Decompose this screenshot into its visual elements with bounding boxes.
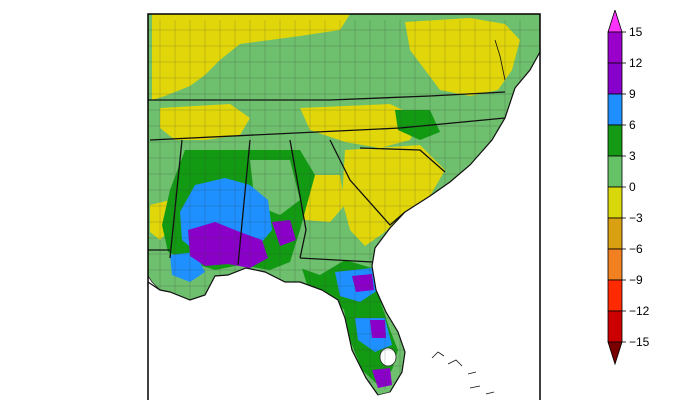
lake-okeechobee: [379, 347, 397, 367]
region-wet-3-6-nc: [395, 110, 440, 140]
scale-bin: [607, 62, 623, 95]
atlantic-ocean: [372, 52, 540, 400]
map-frame: [147, 13, 541, 400]
region-wet-9-12-ms-al: [188, 222, 268, 268]
scale-bin: [607, 93, 623, 126]
region-wet-9-12-fl-south: [372, 368, 392, 388]
scale-tick-label: 9: [629, 87, 636, 101]
scale-tick-label: −12: [629, 304, 650, 318]
gulf-of-mexico: [148, 268, 378, 400]
scale-bin: [607, 310, 623, 343]
scale-bin: [607, 186, 623, 219]
region-wet-9-12-fl-mid: [370, 320, 386, 338]
region-wet-0-3-fl-pan: [300, 236, 345, 275]
scale-tick-label: 15: [629, 25, 643, 39]
scale-bin: [607, 217, 623, 250]
scale-tick-label: 6: [629, 118, 636, 132]
region-near-normal-carolinas: [342, 145, 445, 246]
scale-tick-label: 3: [629, 149, 636, 163]
scale-tick-label: −9: [629, 273, 643, 287]
scale-bin: [607, 31, 623, 64]
scale-bin: [607, 124, 623, 157]
region-wet-9-12-al-east: [272, 220, 296, 246]
region-near-normal-va: [405, 18, 520, 96]
scale-bottom-arrow: [607, 341, 623, 366]
scale-tick-label: 12: [629, 56, 643, 70]
scale-tick-label: −6: [629, 242, 643, 256]
bahamas: [431, 351, 495, 395]
scale-tick-label: −15: [629, 335, 650, 349]
scale-tick-label: 0: [629, 180, 636, 194]
region-near-normal-north: [152, 14, 350, 100]
scale-bin: [607, 155, 623, 188]
scale-labels: 15 12 9 6 3 0 −3 −6 −9 −12 −15: [622, 25, 650, 349]
scale-top-arrow: [607, 10, 623, 33]
coastline: [147, 51, 541, 396]
scale-bins: [607, 10, 623, 366]
scale-bin: [607, 248, 623, 281]
color-scale-legend: 15 12 9 6 3 0 −3 −6 −9 −12 −15: [607, 10, 650, 366]
chesapeake-bay: [494, 39, 506, 81]
region-wet-9-12-fl-north: [352, 274, 374, 292]
scale-bin: [607, 279, 623, 312]
precipitation-map: [147, 13, 541, 400]
scale-tick-label: −3: [629, 211, 643, 225]
